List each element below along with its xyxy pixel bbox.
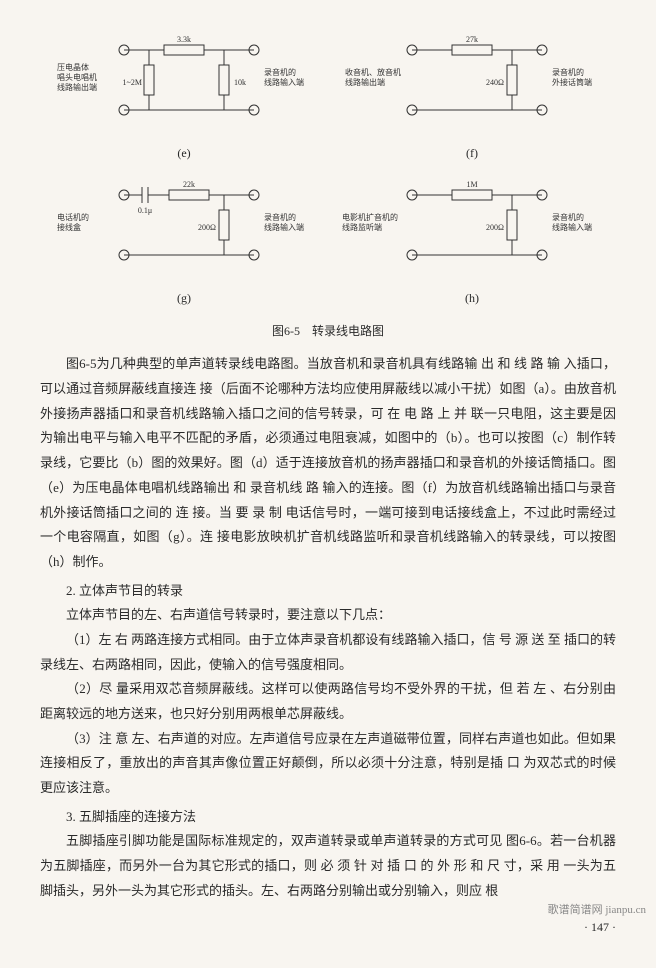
circuit-svg-g: 0.1μ 22k 200Ω 电话机的 接线盒 录音机的 线路输入端 bbox=[54, 175, 314, 285]
r-v-label: 240Ω bbox=[486, 78, 504, 87]
diagram-sublabel-e: (e) bbox=[177, 142, 190, 165]
right-label-2: 线路输入端 bbox=[552, 222, 592, 232]
watermark: 歌谱简谱网 jianpu.cn bbox=[548, 900, 646, 921]
r-top-label: 27k bbox=[466, 35, 478, 44]
section-2-title: 2. 立体声节目的转录 bbox=[40, 579, 616, 604]
circuit-diagram-g: 0.1μ 22k 200Ω 电话机的 接线盒 录音机的 线路输入端 (g) bbox=[54, 175, 314, 310]
c-label: 0.1μ bbox=[138, 206, 152, 215]
left-label-2: 唱头电唱机 bbox=[57, 72, 97, 82]
section-3-title: 3. 五脚插座的连接方法 bbox=[40, 805, 616, 830]
circuit-svg-h: 1M 200Ω 电影机扩音机的 线路监听端 录音机的 线路输入端 bbox=[342, 175, 602, 285]
left-label-1: 电影机扩音机的 bbox=[342, 212, 398, 222]
right-label-1: 录音机的 bbox=[552, 67, 584, 77]
figure-caption: 图6-5 转录线电路图 bbox=[40, 320, 616, 343]
circuit-diagram-e: 3.3k 1~2M 10k 压电晶体 唱头电唱机 线路输出端 录音机的 线路输入… bbox=[54, 30, 314, 165]
diagram-sublabel-f: (f) bbox=[466, 142, 478, 165]
diagram-sublabel-h: (h) bbox=[465, 287, 479, 310]
right-label-2: 线路输入端 bbox=[264, 77, 304, 87]
r-top-label: 3.3k bbox=[177, 35, 191, 44]
circuit-diagram-h: 1M 200Ω 电影机扩音机的 线路监听端 录音机的 线路输入端 (h) bbox=[342, 175, 602, 310]
r-v2-label: 10k bbox=[234, 78, 246, 87]
left-label-2: 线路输出端 bbox=[345, 77, 385, 87]
right-label-1: 录音机的 bbox=[552, 212, 584, 222]
left-label-2: 接线盒 bbox=[57, 222, 81, 232]
left-label-3: 线路输出端 bbox=[57, 82, 97, 92]
circuit-diagram-f: 27k 240Ω 收音机、放音机 线路输出端 录音机的 外接话筒端 (f) bbox=[342, 30, 602, 165]
left-label-2: 线路监听端 bbox=[342, 222, 382, 232]
right-label-1: 录音机的 bbox=[264, 212, 296, 222]
section-2-intro: 立体声节目的左、右声道信号转录时，要注意以下几点： bbox=[40, 603, 616, 628]
section-2-item-1: （1）左 右 两路连接方式相同。由于立体声录音机都设有线路输入插口，信 号 源 … bbox=[40, 628, 616, 677]
left-label-1: 收音机、放音机 bbox=[345, 67, 401, 77]
r-v-label: 200Ω bbox=[486, 223, 504, 232]
r-v1-label: 1~2M bbox=[123, 78, 142, 87]
circuit-svg-e: 3.3k 1~2M 10k 压电晶体 唱头电唱机 线路输出端 录音机的 线路输入… bbox=[54, 30, 314, 140]
section-2-item-3: （3）注 意 左、右声道的对应。左声道信号应录在左声道磁带位置，同样右声道也如此… bbox=[40, 727, 616, 801]
section-3-para: 五脚插座引脚功能是国际标准规定的，双声道转录或单声道转录的方式可见 图6-6。若… bbox=[40, 829, 616, 903]
r-v-label: 200Ω bbox=[198, 223, 216, 232]
section-2-item-2: （2）尽 量采用双芯音频屏蔽线。这样可以使两路信号均不受外界的干扰，但 若 左 … bbox=[40, 677, 616, 726]
r-top-label: 22k bbox=[183, 180, 195, 189]
paragraph-1: 图6-5为几种典型的单声道转录线电路图。当放音机和录音机具有线路输 出 和 线 … bbox=[40, 352, 616, 574]
left-label-1: 压电晶体 bbox=[57, 62, 89, 72]
r-top-label: 1M bbox=[466, 180, 477, 189]
circuit-svg-f: 27k 240Ω 收音机、放音机 线路输出端 录音机的 外接话筒端 bbox=[342, 30, 602, 140]
diagram-sublabel-g: (g) bbox=[177, 287, 191, 310]
left-label-1: 电话机的 bbox=[57, 212, 89, 222]
right-label-1: 录音机的 bbox=[264, 67, 296, 77]
right-label-2: 外接话筒端 bbox=[552, 77, 592, 87]
right-label-2: 线路输入端 bbox=[264, 222, 304, 232]
